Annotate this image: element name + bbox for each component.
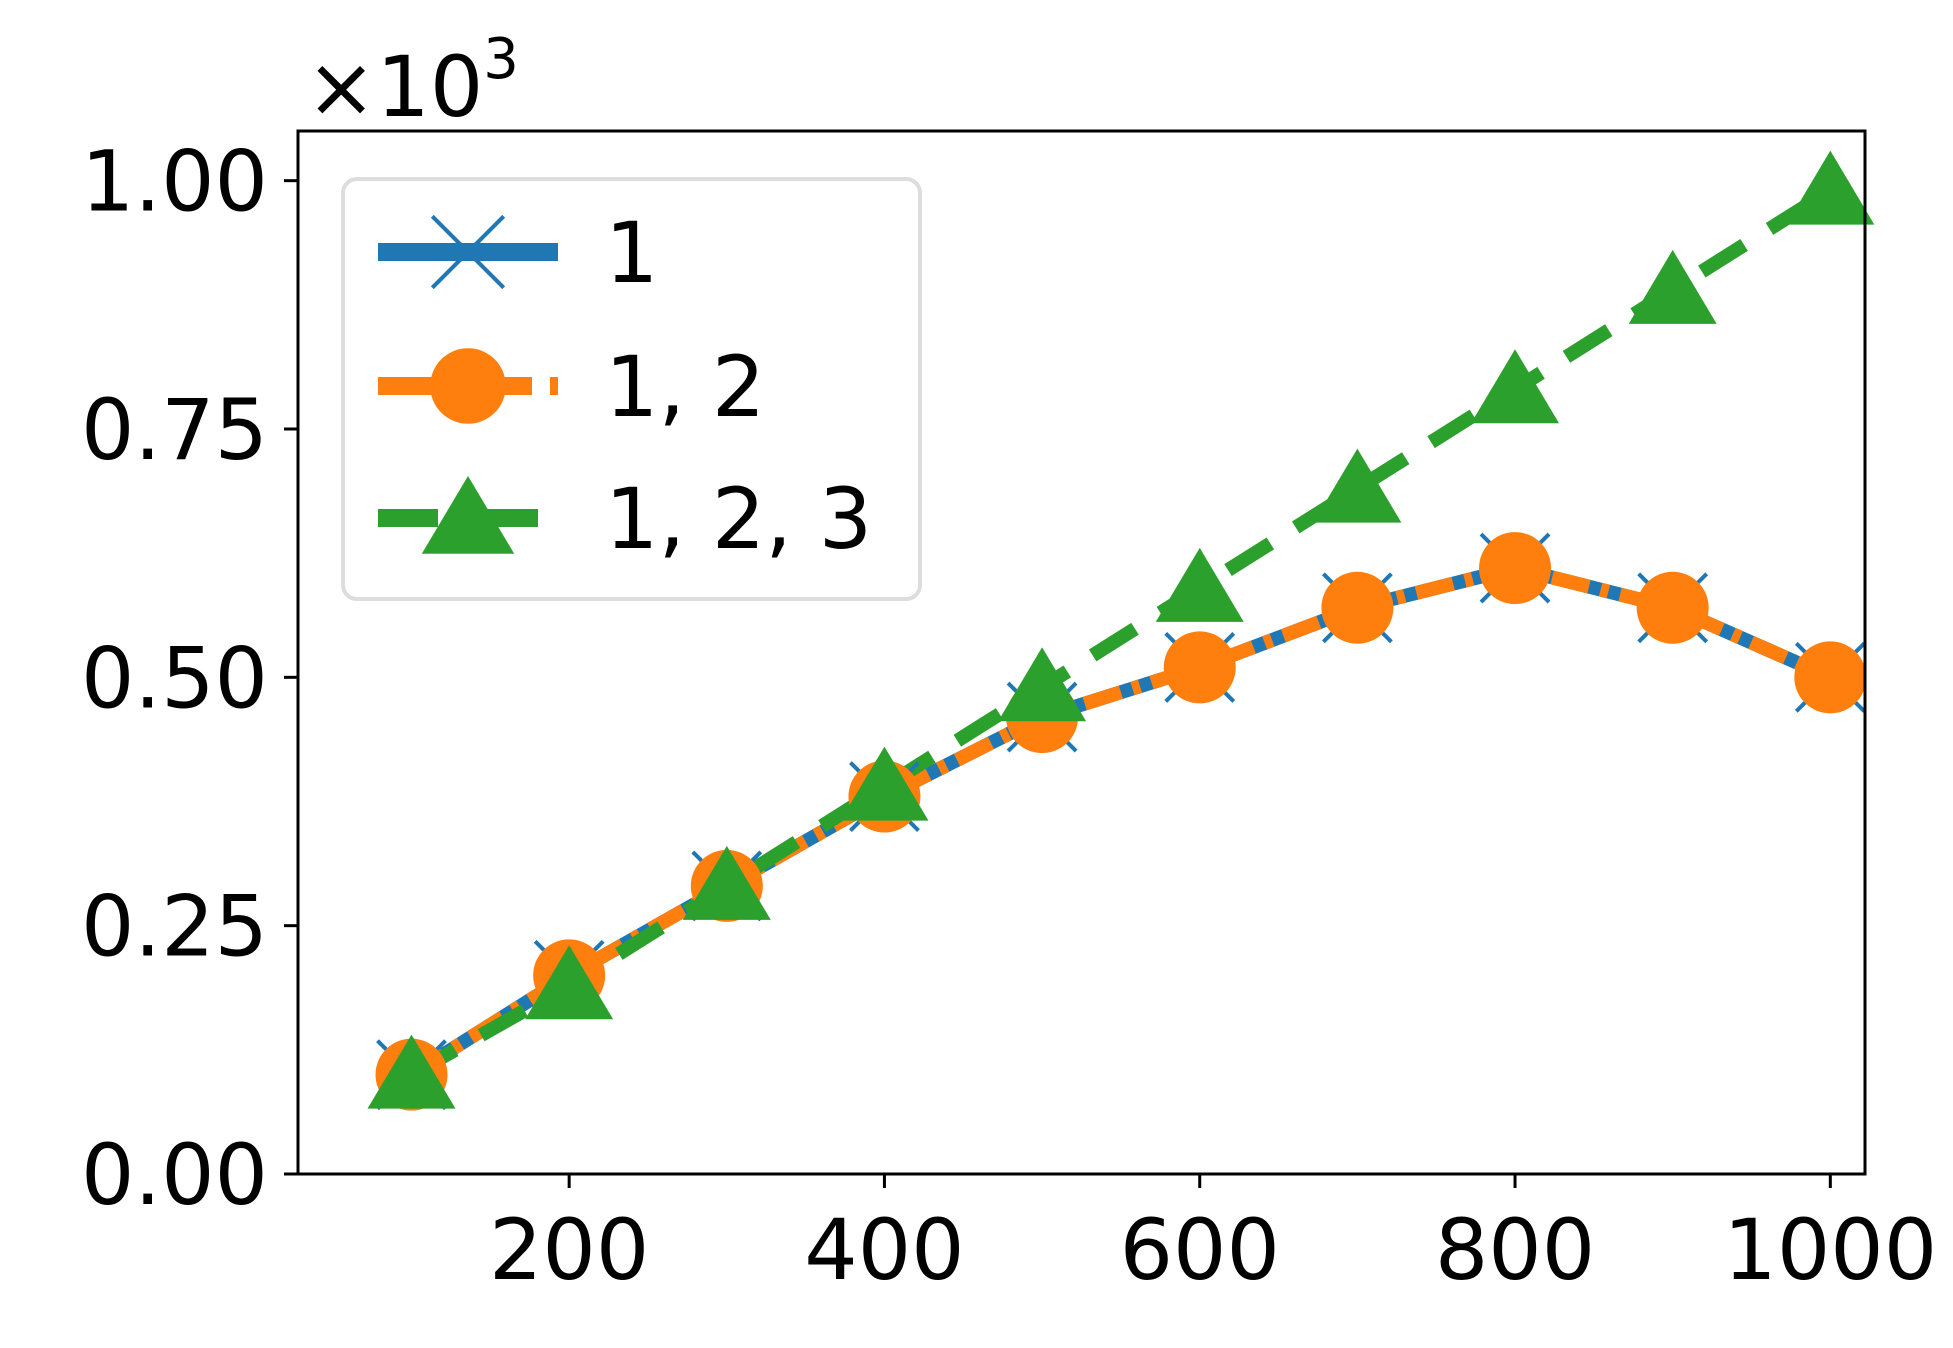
legend: 1 1, 2 1, 2, 3 <box>341 177 922 601</box>
data-point-s2-7 <box>1321 571 1394 644</box>
data-point-s3-5 <box>998 647 1087 722</box>
data-point-s3-3 <box>682 845 771 920</box>
x-tick-label-2: 400 <box>804 1201 964 1299</box>
x-tick-label-3: 600 <box>1120 1201 1280 1299</box>
y-tick-label-4: 0.75 <box>81 381 268 479</box>
legend-marker-3 <box>421 476 515 554</box>
series-line-3 <box>408 184 1835 1081</box>
data-point-s3-7 <box>1313 448 1402 523</box>
plot-frame <box>296 129 1867 1176</box>
data-point-s3-9 <box>1628 249 1717 324</box>
legend-label-1: 1 <box>605 204 658 302</box>
series-lines <box>407 184 1835 1081</box>
x-tick-label-4: 800 <box>1435 1201 1595 1299</box>
legend-marker-2 <box>430 348 506 424</box>
series-line-2 <box>407 561 1834 1081</box>
y-scale-exponent: 3 <box>483 27 519 92</box>
y-tick-label-1: 0.00 <box>81 1126 268 1224</box>
legend-marker-1 <box>430 214 506 290</box>
y-tick-label-5: 1.00 <box>81 133 268 231</box>
data-point-s3-4 <box>840 746 929 821</box>
x-axis: 200 400 600 800 1000 <box>489 1174 1937 1299</box>
x-tick-label-5: 1000 <box>1723 1201 1937 1299</box>
data-point-s2-10 <box>1794 641 1867 714</box>
data-point-s2-9 <box>1636 571 1709 644</box>
data-point-s2-6 <box>1163 631 1236 704</box>
data-point-s3-10 <box>1786 150 1875 225</box>
data-point-s3-2 <box>525 945 614 1020</box>
legend-label-2: 1, 2 <box>605 338 765 436</box>
y-scale-base: ×10 <box>306 38 483 136</box>
y-tick-label-2: 0.25 <box>81 878 268 976</box>
legend-label-3: 1, 2, 3 <box>605 470 872 568</box>
data-point-s3-8 <box>1471 349 1560 424</box>
y-scale-label: ×103 <box>306 27 519 136</box>
legend-box <box>341 177 922 601</box>
x-tick-label-1: 200 <box>489 1201 649 1299</box>
data-point-s3-6 <box>1155 547 1244 622</box>
data-point-s2-8 <box>1479 532 1552 605</box>
y-tick-label-3: 0.50 <box>81 629 268 727</box>
series-markers <box>367 150 1875 1111</box>
y-axis: 0.00 0.25 0.50 0.75 1.00 <box>81 133 298 1224</box>
data-point-s3-1 <box>367 1034 456 1109</box>
